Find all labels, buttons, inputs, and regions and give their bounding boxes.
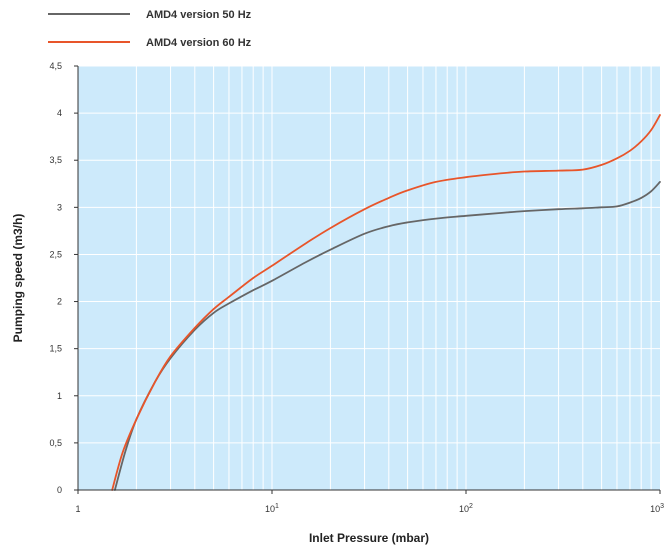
x-axis-title: Inlet Pressure (mbar) — [309, 531, 429, 545]
x-tick-labels: 1 101 102 103 — [75, 490, 664, 514]
x-tick-label: 101 — [265, 503, 279, 514]
legend-label-1: AMD4 version 50 Hz — [146, 9, 252, 21]
y-axis-title: Pumping speed (m3/h) — [11, 214, 25, 343]
y-tick-label: 3,5 — [49, 155, 62, 165]
y-tick-label: 1,5 — [49, 344, 62, 354]
series-layer — [111, 114, 661, 491]
y-tick-label: 4 — [57, 108, 62, 118]
legend: AMD4 version 50 Hz AMD4 version 60 Hz — [48, 9, 252, 49]
grid — [78, 65, 660, 490]
legend-label-2: AMD4 version 60 Hz — [146, 37, 252, 49]
axes — [77, 66, 660, 491]
y-tick-label: 0,5 — [49, 438, 62, 448]
x-tick-label: 1 — [75, 504, 80, 514]
y-tick-label: 0 — [57, 485, 62, 495]
y-tick-label: 1 — [57, 391, 62, 401]
y-tick-labels: 0 0,5 1 1,5 2 2,5 3 3,5 4 4,5 — [49, 61, 78, 495]
y-tick-label: 4,5 — [49, 61, 62, 71]
y-tick-label: 2 — [57, 297, 62, 307]
plot-background — [78, 66, 660, 490]
series-line-2 — [111, 114, 661, 491]
x-tick-label: 103 — [650, 503, 664, 514]
y-tick-label: 3 — [57, 202, 62, 212]
y-tick-label: 2,5 — [49, 249, 62, 259]
x-tick-label: 102 — [459, 503, 473, 514]
series-line-1 — [114, 181, 661, 491]
